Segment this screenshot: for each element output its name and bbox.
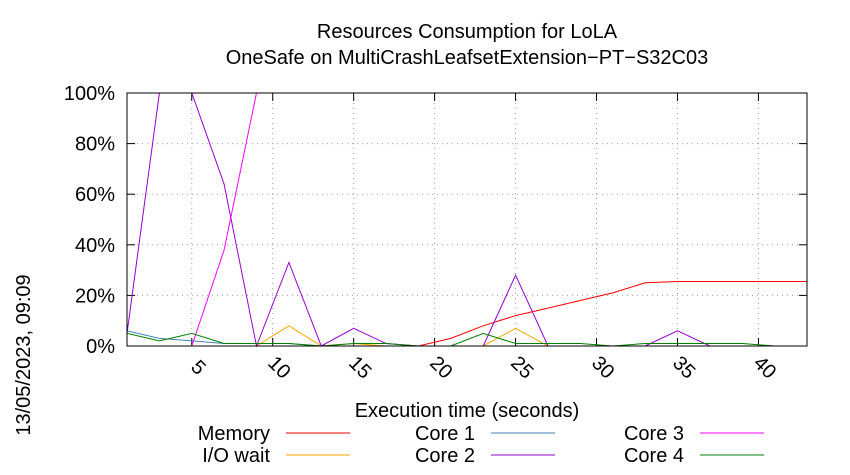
series-line-i-o-wait (127, 325, 807, 347)
y-tick-label: 80% (75, 134, 115, 156)
series-core-3 (127, 92, 807, 347)
series-line-core-3 (127, 92, 807, 347)
legend-item-core-1: Core 1 (415, 423, 555, 445)
x-axis-ticks: 5 10 15 20 25 30 35 40 (186, 93, 780, 383)
y-axis-ticks: 0% 20% 40% 60% 80% 100% (64, 83, 807, 358)
legend-label: Core 1 (415, 423, 475, 445)
legend-label: Core 2 (415, 445, 475, 467)
legend-item-core-2: Core 2 (415, 445, 555, 467)
x-tick-label: 5 (186, 356, 209, 379)
legend-label: Core 3 (624, 423, 684, 445)
y-tick-label: 60% (75, 184, 115, 206)
y-tick-label: 0% (86, 336, 115, 358)
legend-item-i-o-wait: I/O wait (202, 445, 350, 467)
series-line-core-4 (126, 332, 807, 347)
chart-title: Resources Consumption for LoLA (317, 21, 618, 43)
timestamp-label: 13/05/2023, 09:09 (13, 274, 35, 435)
grid-lines (127, 93, 807, 346)
legend-label: Core 4 (624, 445, 684, 467)
legend-label: Memory (198, 423, 270, 445)
chart-subtitle: OneSafe on MultiCrashLeafsetExtension−PT… (226, 47, 709, 69)
series-line-memory (127, 281, 807, 347)
x-tick-label: 40 (749, 352, 780, 383)
y-tick-label: 20% (75, 285, 115, 307)
x-tick-label: 30 (587, 352, 618, 383)
x-tick-label: 10 (263, 352, 294, 383)
series-line-core-2 (126, 92, 807, 348)
y-tick-label: 100% (64, 83, 115, 105)
legend-item-core-3: Core 3 (624, 423, 764, 445)
y-tick-label: 40% (75, 235, 115, 257)
legend-item-memory: Memory (198, 423, 350, 445)
x-tick-label: 15 (344, 352, 375, 383)
x-tick-label: 25 (506, 352, 537, 383)
x-tick-label: 20 (425, 352, 456, 383)
series-lines (126, 92, 807, 348)
legend-label: I/O wait (202, 445, 270, 467)
plot-frame (126, 92, 808, 347)
series-i-o-wait (127, 325, 807, 347)
x-axis-label: Execution time (seconds) (355, 400, 580, 422)
series-core-4 (126, 332, 807, 347)
legend-item-core-4: Core 4 (624, 445, 764, 467)
x-tick-label: 35 (668, 352, 699, 383)
series-core-2 (126, 92, 807, 348)
series-memory (127, 281, 807, 347)
